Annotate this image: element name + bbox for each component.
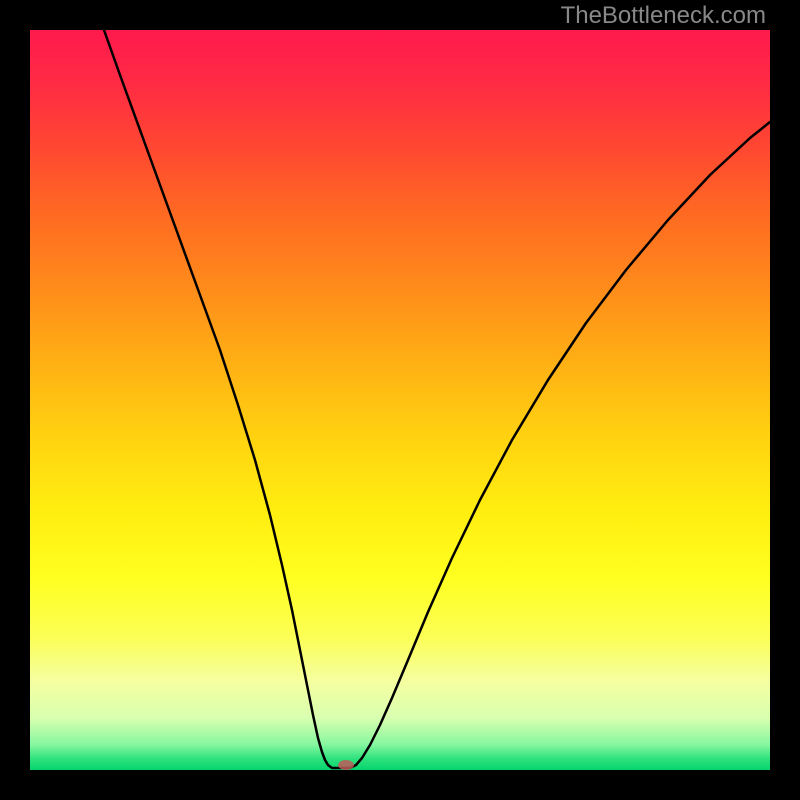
plot-area — [30, 30, 770, 770]
gradient-background — [30, 30, 770, 770]
watermark-text: TheBottleneck.com — [561, 2, 766, 30]
bottleneck-curve-svg — [30, 30, 770, 770]
optimal-point-marker — [338, 760, 354, 770]
